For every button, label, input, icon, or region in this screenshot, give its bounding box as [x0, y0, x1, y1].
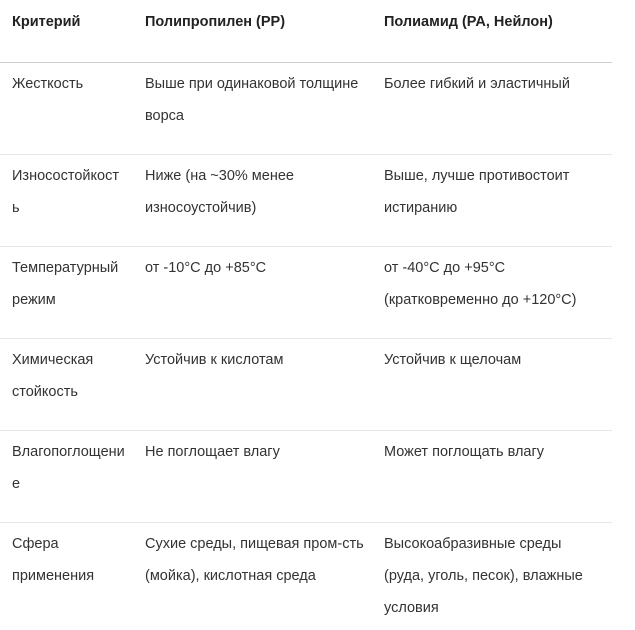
polypropylene-cell: Ниже (на ~30% менее износоустойчив): [133, 155, 372, 247]
criterion-cell: Жесткость: [0, 63, 133, 155]
criterion-cell: Влагопоглощение: [0, 431, 133, 523]
criterion-cell: Температурный режим: [0, 247, 133, 339]
polypropylene-cell: Не поглощает влагу: [133, 431, 372, 523]
header-row: Критерий Полипропилен (PP) Полиамид (PA,…: [0, 0, 612, 63]
criterion-cell: Сфера применения: [0, 523, 133, 630]
polyamide-cell: Высокоабразивные среды (руда, уголь, пес…: [372, 523, 612, 630]
header-polypropylene: Полипропилен (PP): [133, 0, 372, 63]
polypropylene-cell: Выше при одинаковой толщине ворса: [133, 63, 372, 155]
comparison-table: Критерий Полипропилен (PP) Полиамид (PA,…: [0, 0, 612, 630]
polyamide-cell: Может поглощать влагу: [372, 431, 612, 523]
polyamide-cell: Более гибкий и эластичный: [372, 63, 612, 155]
polyamide-cell: от -40°C до +95°C (кратковременно до +12…: [372, 247, 612, 339]
polyamide-cell: Устойчив к щелочам: [372, 339, 612, 431]
header-criterion: Критерий: [0, 0, 133, 63]
criterion-cell: Химическая стойкость: [0, 339, 133, 431]
criterion-cell: Износостойкость: [0, 155, 133, 247]
polypropylene-cell: Сухие среды, пищевая пром-сть (мойка), к…: [133, 523, 372, 630]
header-polyamide: Полиамид (PA, Нейлон): [372, 0, 612, 63]
polyamide-cell: Выше, лучше противостоит истиранию: [372, 155, 612, 247]
polypropylene-cell: от -10°C до +85°C: [133, 247, 372, 339]
polypropylene-cell: Устойчив к кислотам: [133, 339, 372, 431]
